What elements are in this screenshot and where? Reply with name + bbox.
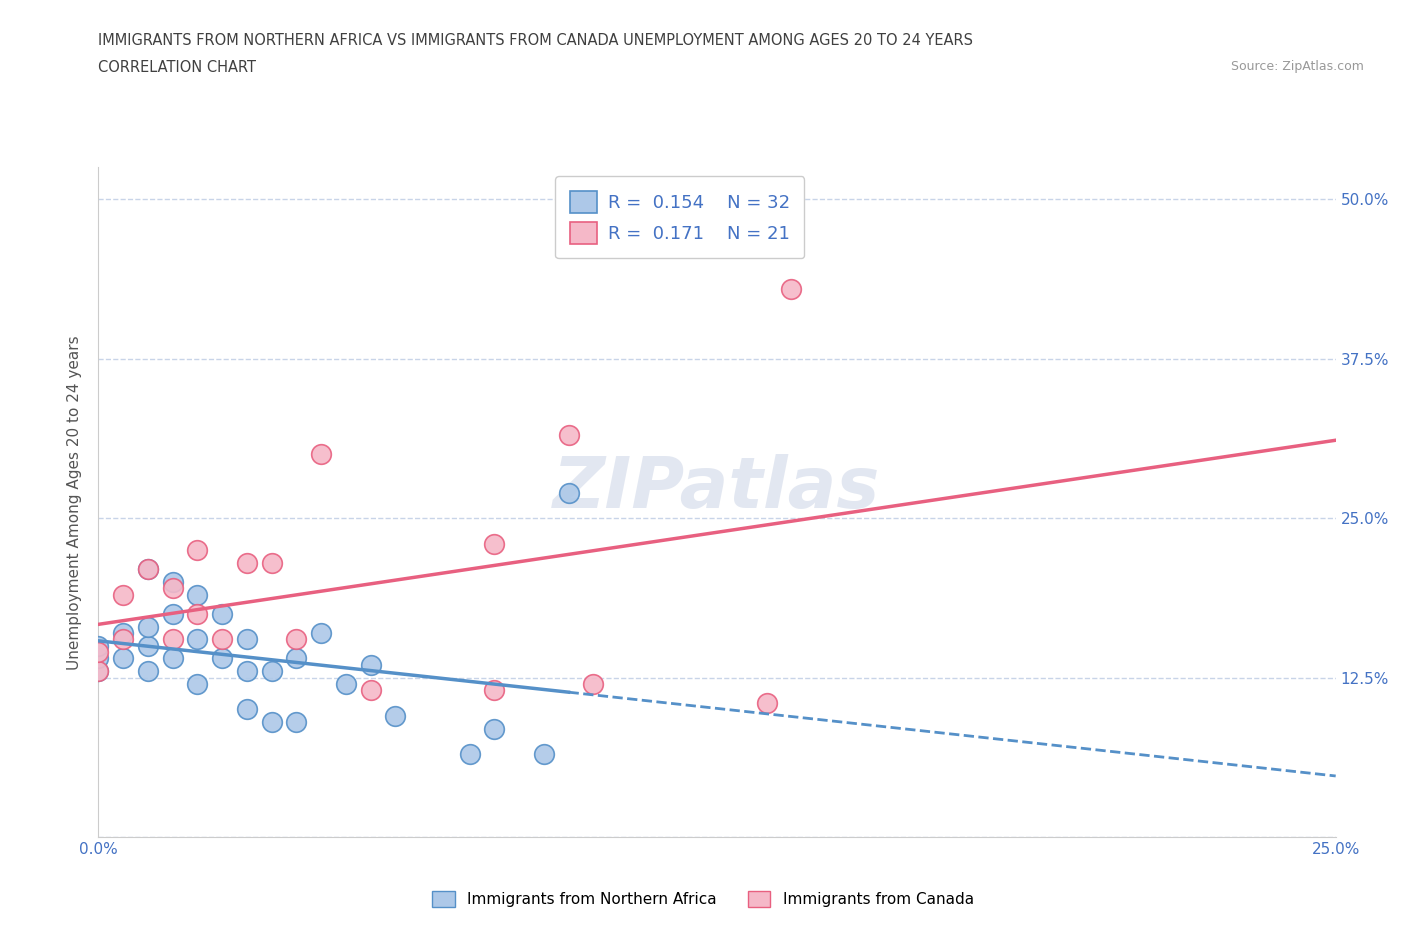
Point	[260, 555, 283, 570]
Point	[112, 626, 135, 641]
Point	[186, 587, 208, 602]
Point	[236, 631, 259, 646]
Point	[112, 587, 135, 602]
Point	[285, 715, 308, 730]
Point	[112, 631, 135, 646]
Point	[309, 447, 332, 462]
Point	[236, 555, 259, 570]
Point	[360, 683, 382, 698]
Point	[484, 721, 506, 736]
Legend: Immigrants from Northern Africa, Immigrants from Canada: Immigrants from Northern Africa, Immigra…	[426, 884, 980, 913]
Point	[162, 581, 184, 596]
Point	[186, 631, 208, 646]
Point	[211, 631, 233, 646]
Point	[384, 709, 406, 724]
Point	[186, 542, 208, 557]
Point	[186, 606, 208, 621]
Point	[87, 638, 110, 653]
Point	[162, 631, 184, 646]
Point	[533, 747, 555, 762]
Point	[335, 676, 357, 691]
Point	[211, 651, 233, 666]
Point	[484, 537, 506, 551]
Point	[136, 664, 159, 679]
Point	[162, 606, 184, 621]
Point	[484, 683, 506, 698]
Point	[87, 664, 110, 679]
Point	[87, 644, 110, 659]
Point	[162, 575, 184, 590]
Point	[87, 664, 110, 679]
Y-axis label: Unemployment Among Ages 20 to 24 years: Unemployment Among Ages 20 to 24 years	[67, 335, 83, 670]
Point	[260, 715, 283, 730]
Legend: R =  0.154    N = 32, R =  0.171    N = 21: R = 0.154 N = 32, R = 0.171 N = 21	[555, 177, 804, 259]
Point	[557, 485, 579, 500]
Text: IMMIGRANTS FROM NORTHERN AFRICA VS IMMIGRANTS FROM CANADA UNEMPLOYMENT AMONG AGE: IMMIGRANTS FROM NORTHERN AFRICA VS IMMIG…	[98, 33, 973, 47]
Point	[755, 696, 778, 711]
Point	[136, 562, 159, 577]
Point	[186, 676, 208, 691]
Point	[360, 658, 382, 672]
Point	[285, 651, 308, 666]
Text: ZIPatlas: ZIPatlas	[554, 455, 880, 524]
Point	[162, 651, 184, 666]
Point	[236, 702, 259, 717]
Point	[136, 562, 159, 577]
Point	[260, 664, 283, 679]
Point	[136, 638, 159, 653]
Point	[557, 428, 579, 443]
Point	[458, 747, 481, 762]
Point	[780, 281, 803, 296]
Text: CORRELATION CHART: CORRELATION CHART	[98, 60, 256, 75]
Point	[87, 651, 110, 666]
Text: Source: ZipAtlas.com: Source: ZipAtlas.com	[1230, 60, 1364, 73]
Point	[236, 664, 259, 679]
Point	[309, 626, 332, 641]
Point	[285, 631, 308, 646]
Point	[211, 606, 233, 621]
Point	[136, 619, 159, 634]
Point	[582, 676, 605, 691]
Point	[112, 651, 135, 666]
